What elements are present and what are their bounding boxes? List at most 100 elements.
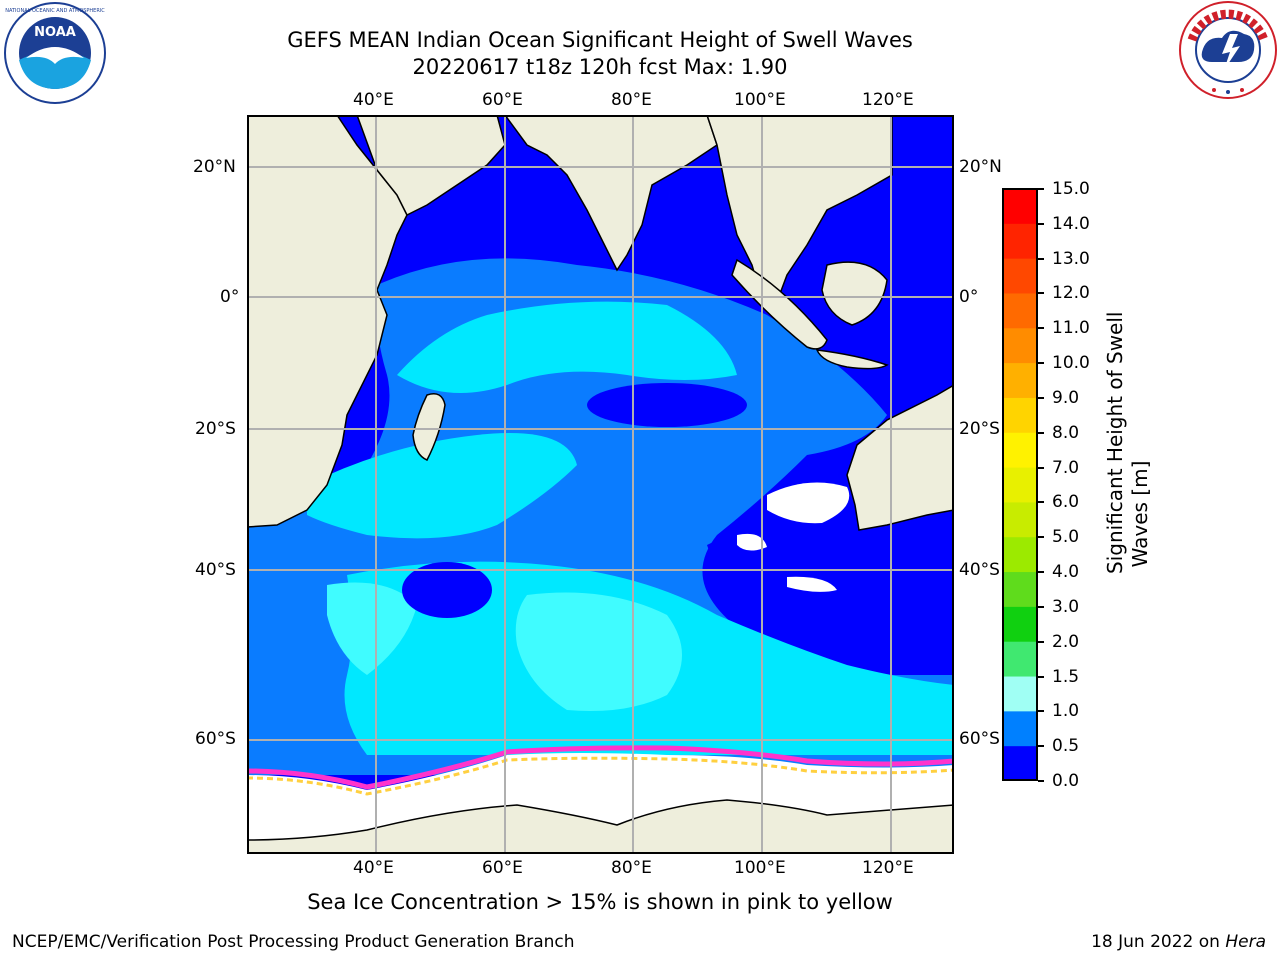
ocean-low-pocket-2	[587, 383, 747, 427]
lat-label-right-20s: 20°S	[959, 419, 1000, 439]
land-india	[504, 115, 718, 272]
chart-title: GEFS MEAN Indian Ocean Significant Heigh…	[287, 28, 913, 52]
colorbar-tick-label: 7.0	[1052, 457, 1080, 478]
colorbar-bin-1.0	[1003, 676, 1037, 712]
lat-label-left-40s: 40°S	[195, 560, 236, 580]
lon-label-bottom-80e: 80°E	[611, 858, 652, 878]
land-sumatra	[731, 258, 828, 350]
colorbar-bin-7.0	[1003, 432, 1037, 469]
nws-logo	[1179, 1, 1277, 99]
colorbar-tick-mark	[1038, 675, 1044, 678]
colorbar-tick-label: 2.0	[1052, 631, 1080, 652]
land-borneo	[821, 261, 888, 326]
footer-date: 18 Jun 2022 on Hera	[1091, 932, 1266, 952]
land-arabia	[356, 115, 506, 217]
lat-label-left-0: 0°	[220, 287, 240, 307]
colorbar-tick-mark	[1038, 257, 1044, 260]
lat-label-right-20n: 20°N	[959, 157, 1002, 177]
colorbar-tick-label: 0.5	[1052, 736, 1080, 757]
ocean-low-pocket-1	[402, 562, 492, 618]
colorbar-tick-mark	[1038, 501, 1044, 504]
colorbar-tick-mark	[1038, 222, 1044, 225]
colorbar-tick-label: 14.0	[1052, 213, 1090, 234]
colorbar-title: Significant Height of Swell Waves [m]	[1103, 311, 1163, 574]
map-gridlines	[247, 115, 954, 854]
ocean-swell-band-high-2	[307, 433, 577, 539]
chart-subtitle: 20220617 t18z 120h fcst Max: 1.90	[412, 55, 788, 79]
colorbar-bin-12.0	[1003, 258, 1037, 294]
footer-date-text: 18 Jun 2022 on	[1091, 932, 1226, 952]
noaa-logo: NOAA NATIONAL OCEANIC AND ATMOSPHERIC	[4, 2, 106, 104]
lon-label-top-40e: 40°E	[353, 90, 394, 110]
lat-label-right-60s: 60°S	[959, 729, 1000, 749]
colorbar-tick-label: 4.0	[1052, 562, 1080, 583]
lon-label-top-60e: 60°E	[482, 90, 523, 110]
colorbar-title-line2: Waves [m]	[1128, 460, 1152, 568]
colorbar-tick-mark	[1038, 327, 1044, 330]
colorbar-tick-mark	[1038, 362, 1044, 365]
colorbar-bin-0.5	[1003, 711, 1037, 747]
colorbar-tick-mark	[1038, 466, 1044, 469]
colorbar-tick-label: 0.0	[1052, 771, 1080, 791]
footer-host: Hera	[1225, 932, 1266, 952]
sea-ice-caption: Sea Ice Concentration > 15% is shown in …	[307, 890, 893, 914]
lat-label-right-40s: 40°S	[959, 560, 1000, 580]
colorbar-tick-label: 15.0	[1052, 179, 1090, 199]
colorbar-tick-mark	[1038, 605, 1044, 608]
colorbar-title-line1: Significant Height of Swell	[1103, 311, 1127, 574]
colorbar-tick-label: 1.0	[1052, 701, 1080, 722]
colorbar-bin-10.0	[1003, 328, 1037, 364]
land-australia	[846, 384, 954, 531]
ocean-swell-band-highest	[515, 592, 682, 711]
colorbar-bin-9.0	[1003, 363, 1037, 399]
colorbar-bin-8.0	[1003, 397, 1037, 434]
land-madagascar	[412, 393, 446, 461]
colorbar-tick-mark	[1038, 710, 1044, 713]
map-panel	[247, 115, 954, 854]
colorbar-tick-mark	[1038, 571, 1044, 574]
nodata-patch-2	[787, 576, 837, 592]
land-antarctica	[247, 799, 954, 854]
colorbar-bin-5.0	[1003, 502, 1037, 538]
colorbar-bin-14.0	[1003, 189, 1037, 225]
nodata-patch-3	[737, 533, 767, 551]
colorbar-tick-label: 10.0	[1052, 353, 1090, 374]
noaa-ring-text: NATIONAL OCEANIC AND ATMOSPHERIC	[5, 8, 105, 14]
colorbar-frame	[1002, 188, 1038, 781]
lon-label-bottom-60e: 60°E	[482, 858, 523, 878]
lat-label-right-0: 0°	[959, 287, 979, 307]
nodata-patch-1	[767, 482, 850, 524]
colorbar-tick-mark	[1038, 431, 1044, 434]
colorbar-tick-label: 5.0	[1052, 527, 1080, 548]
colorbar-bin-1.5	[1003, 641, 1037, 678]
colorbar-bin-4.0	[1003, 537, 1037, 573]
land-java	[815, 349, 889, 370]
lon-label-bottom-40e: 40°E	[353, 858, 394, 878]
sea-ice-edge	[247, 745, 954, 790]
map-frame	[247, 115, 954, 854]
colorbar-tick-mark	[1038, 396, 1044, 399]
colorbar-bin-3.0	[1003, 572, 1037, 608]
colorbar-tick-mark	[1038, 745, 1044, 748]
colorbar-tick-label: 8.0	[1052, 422, 1080, 443]
colorbar-tick-label: 6.0	[1052, 492, 1080, 513]
lon-label-bottom-100e: 100°E	[734, 858, 786, 878]
colorbar-bin-13.0	[1003, 223, 1037, 260]
colorbar-tick-label: 11.0	[1052, 318, 1090, 339]
colorbar	[1002, 188, 1038, 781]
colorbar-tick-label: 9.0	[1052, 387, 1080, 408]
colorbar-tick-mark	[1038, 536, 1044, 539]
colorbar-tick-mark	[1038, 640, 1044, 643]
lon-label-bottom-120e: 120°E	[862, 858, 914, 878]
lat-label-left-20n: 20°N	[193, 157, 236, 177]
colorbar-tick-label: 13.0	[1052, 248, 1090, 269]
ocean-swell-band-highest-2	[327, 582, 417, 675]
colorbar-bin-6.0	[1003, 467, 1037, 503]
ocean-swell-band-high	[397, 301, 737, 393]
sea-ice-edge-yellow	[247, 756, 954, 796]
colorbar-bin-2.0	[1003, 606, 1037, 643]
colorbar-tick-label: 3.0	[1052, 596, 1080, 617]
colorbar-bin-11.0	[1003, 293, 1037, 329]
colorbar-tick-label: 12.0	[1052, 283, 1090, 304]
colorbar-tick-mark	[1038, 780, 1044, 782]
